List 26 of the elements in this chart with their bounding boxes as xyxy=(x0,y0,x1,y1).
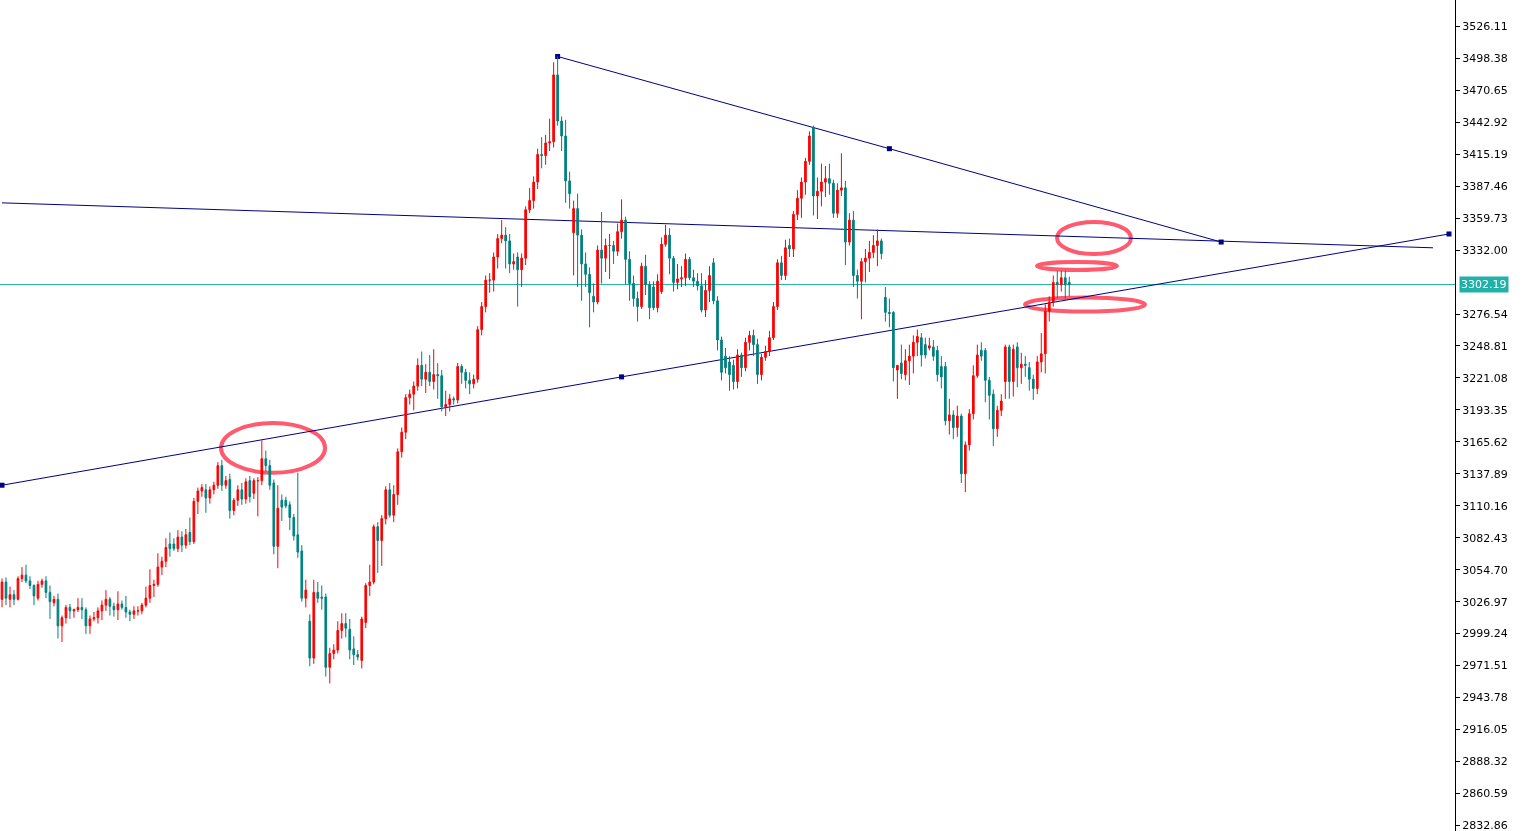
y-tick-label: 3359.73 xyxy=(1462,212,1508,225)
y-tick-label: 3248.81 xyxy=(1462,339,1508,353)
y-tick-label: 3332.00 xyxy=(1462,243,1508,257)
y-tick-label: 3165.62 xyxy=(1462,435,1508,449)
y-tick-label: 2888.32 xyxy=(1462,755,1508,769)
y-tick-label: 3193.35 xyxy=(1462,403,1508,417)
y-tick-label: 2971.51 xyxy=(1462,659,1508,673)
y-tick-label: 3082.43 xyxy=(1462,531,1508,545)
y-tick-label: 3415.19 xyxy=(1462,148,1508,162)
y-tick-label: 3221.08 xyxy=(1462,371,1508,385)
y-tick-label: 2832.86 xyxy=(1462,819,1508,831)
y-tick-label: 2916.05 xyxy=(1462,723,1508,737)
y-tick-label: 3442.92 xyxy=(1462,116,1508,130)
y-tick-label: 2943.78 xyxy=(1462,691,1508,705)
y-tick-label: 3526.11 xyxy=(1462,20,1508,34)
y-tick-label: 3387.46 xyxy=(1462,180,1508,194)
ref-line-label: 3302.19 xyxy=(1461,278,1507,291)
y-tick-label: 3026.97 xyxy=(1462,595,1508,609)
y-tick-label: 3470.65 xyxy=(1462,84,1508,98)
y-tick-label: 2999.24 xyxy=(1462,627,1508,641)
y-tick-label: 3137.89 xyxy=(1462,467,1508,481)
y-tick-label: 3054.70 xyxy=(1462,563,1508,577)
y-tick-label: 2860.59 xyxy=(1462,787,1508,801)
y-tick-label: 3110.16 xyxy=(1462,499,1508,513)
y-tick-label: 3276.54 xyxy=(1462,307,1508,321)
y-tick-label: 3498.38 xyxy=(1462,52,1508,66)
